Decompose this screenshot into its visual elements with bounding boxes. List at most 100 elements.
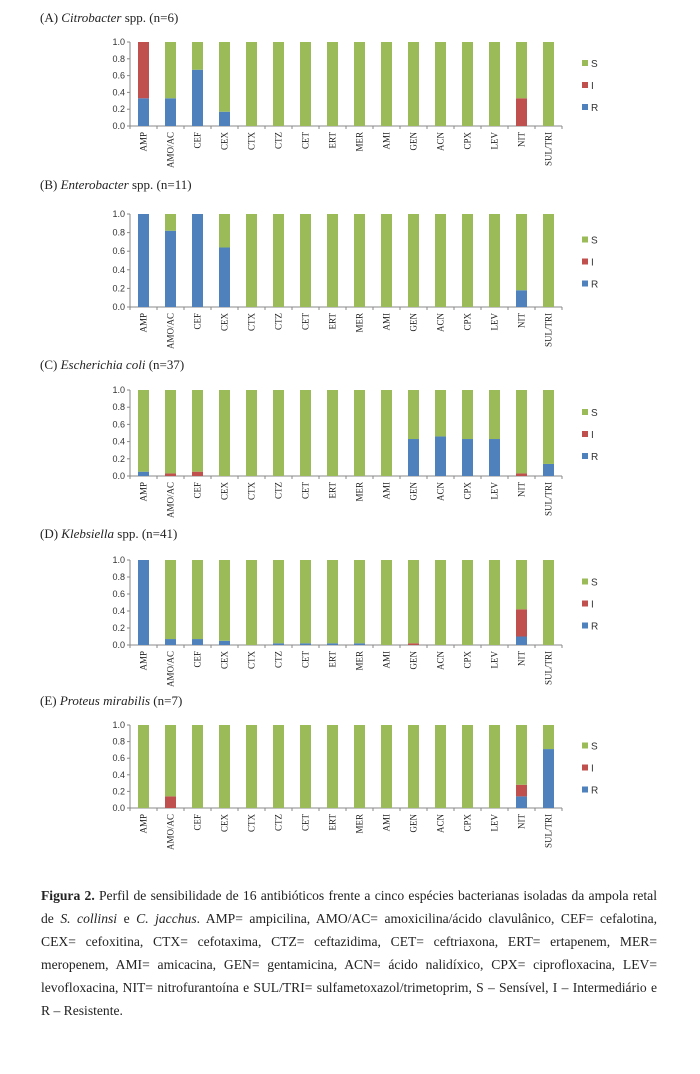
x-tick-label: SUL/TRI [544, 651, 554, 685]
y-tick-label: 0.8 [112, 737, 125, 747]
chart-panel-d: 0.0 0.2 0.4 0.6 0.8 1.0 AMP AMO/AC CEF CEX CTX CTZ C… [112, 555, 598, 687]
bar-s-lev [489, 390, 500, 440]
x-tick-label: CTX [247, 481, 257, 500]
bar-s-gen [408, 725, 419, 808]
legend-swatch-r [582, 622, 588, 629]
bar-r-amp [138, 98, 149, 126]
x-tick-label: AMO/AC [166, 651, 176, 687]
bar-r-amp [138, 560, 149, 645]
x-tick-label: CTZ [274, 814, 284, 831]
x-tick-label: AMI [382, 132, 392, 150]
x-tick-label: AMO/AC [166, 313, 176, 349]
x-tick-label: ERT [328, 814, 338, 831]
x-tick-label: GEN [409, 651, 419, 670]
x-tick-label: CTZ [274, 482, 284, 499]
x-tick-label: CEF [193, 132, 203, 149]
bar-s-ami [381, 560, 392, 645]
x-tick-label: CET [301, 312, 311, 330]
y-tick-label: 0.0 [112, 302, 125, 312]
bar-s-mer [354, 725, 365, 808]
bar-i-amo-ac [165, 473, 176, 476]
bar-s-gen [408, 390, 419, 440]
x-tick-label: CET [301, 813, 311, 831]
legend-swatch-i [582, 82, 588, 88]
bar-s-ami [381, 214, 392, 307]
legend-label-s: S [591, 742, 598, 753]
panel-letter: (B) [40, 177, 58, 192]
bar-i-nit [516, 609, 527, 637]
chart-panel-a: 0.0 0.2 0.4 0.6 0.8 1.0 AMP AMO/AC CEF CEX CTX CTZ C… [112, 37, 598, 168]
bar-r-nit [516, 796, 527, 808]
y-tick-label: 0.0 [112, 471, 125, 481]
x-tick-label: CEX [220, 312, 230, 331]
bar-s-gen [408, 42, 419, 126]
bar-r-cet [300, 643, 311, 645]
panel-letter: (D) [40, 526, 59, 541]
bar-i-amo-ac [165, 796, 176, 808]
caption-species: S. collinsi [60, 911, 118, 926]
legend-label-i: I [591, 258, 594, 269]
bar-s-ert [327, 725, 338, 808]
organism-name: Klebsiella [61, 526, 115, 541]
x-tick-label: ACN [436, 814, 446, 834]
bar-s-ert [327, 214, 338, 307]
bar-s-acn [435, 42, 446, 126]
bar-s-lev [489, 725, 500, 808]
bar-s-cex [219, 390, 230, 476]
x-tick-label: CPX [463, 132, 473, 150]
x-tick-label: CET [301, 131, 311, 149]
bar-s-ert [327, 390, 338, 476]
y-tick-label: 0.8 [112, 228, 125, 238]
x-tick-label: ERT [328, 651, 338, 668]
x-tick-label: ERT [328, 482, 338, 499]
organism-suffix: spp. [124, 10, 147, 25]
y-tick-label: 0.2 [112, 786, 125, 796]
bar-s-ami [381, 725, 392, 808]
bar-s-ami [381, 42, 392, 126]
x-tick-label: SUL/TRI [544, 132, 554, 166]
x-tick-label: AMI [382, 814, 392, 832]
bar-s-cpx [462, 390, 473, 440]
x-tick-label: CTZ [274, 313, 284, 330]
bar-s-ctx [246, 390, 257, 476]
bar-i-nit [516, 784, 527, 797]
sample-size: (n=7) [153, 693, 183, 708]
x-tick-label: AMP [139, 651, 149, 671]
y-tick-label: 1.0 [112, 385, 125, 395]
panel-title-e: (E) Proteus mirabilis (n=7) [40, 693, 182, 709]
x-tick-label: CEX [220, 813, 230, 832]
bar-r-cex [219, 111, 230, 126]
x-tick-label: ACN [436, 482, 446, 502]
y-tick-label: 0.8 [112, 402, 125, 412]
x-tick-label: LEV [490, 814, 500, 832]
x-tick-label: CET [301, 481, 311, 499]
x-tick-label: AMP [139, 814, 149, 834]
bar-s-gen [408, 560, 419, 644]
chart-panel-e: 0.0 0.2 0.4 0.6 0.8 1.0 AMP AMO/AC CEF CEX CTX CTZ C… [112, 720, 598, 850]
sample-size: (n=41) [141, 526, 178, 541]
bar-s-lev [489, 214, 500, 307]
y-tick-label: 0.2 [112, 454, 125, 464]
x-tick-label: SUL/TRI [544, 313, 554, 347]
x-tick-label: AMP [139, 482, 149, 502]
bar-s-sul-tri [543, 214, 554, 307]
x-tick-label: CEF [193, 651, 203, 668]
x-tick-label: GEN [409, 313, 419, 332]
legend-label-r: R [591, 280, 598, 291]
x-tick-label: CEF [193, 313, 203, 330]
x-tick-label: CTX [247, 813, 257, 832]
organism-name: Escherichia coli [60, 357, 146, 372]
legend-label-r: R [591, 103, 598, 114]
bar-s-cet [300, 214, 311, 307]
x-tick-label: ERT [328, 132, 338, 149]
bar-s-cex [219, 42, 230, 112]
bar-r-amp [138, 214, 149, 307]
bar-s-acn [435, 725, 446, 808]
y-tick-label: 0.6 [112, 246, 125, 256]
legend-label-i: I [591, 764, 594, 775]
y-tick-label: 1.0 [112, 37, 125, 47]
x-tick-label: AMI [382, 482, 392, 500]
x-tick-label: AMO/AC [166, 132, 176, 168]
legend-swatch-i [582, 258, 588, 265]
bar-s-mer [354, 42, 365, 126]
